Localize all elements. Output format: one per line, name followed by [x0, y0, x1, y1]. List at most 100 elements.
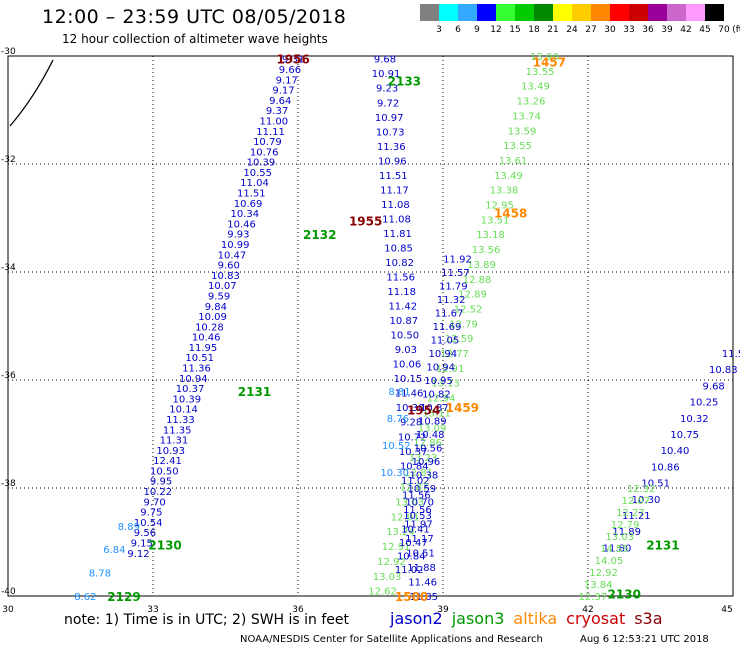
wave-height-label: 10.86	[651, 462, 680, 473]
wave-height-label: 11.36	[182, 364, 211, 375]
map-subtitle: 12 hour collection of altimeter wave hei…	[62, 32, 328, 46]
wave-height-label: 9.31	[282, 55, 304, 66]
satellite-legend: jason2 jason3 altika cryosat s3a	[390, 609, 672, 628]
wave-height-label: 9.93	[227, 230, 249, 241]
wave-height-label: 10.15	[394, 374, 423, 385]
wave-height-label: 9.56	[134, 528, 156, 539]
wave-height-label: 11.81	[383, 229, 412, 240]
legend-swatch	[610, 4, 629, 21]
wave-height-label: 10.72	[398, 432, 427, 443]
satellite-name: jason3	[451, 609, 505, 628]
wave-height-label: 12.94	[427, 394, 456, 405]
legend-swatch	[534, 4, 553, 21]
wave-height-label: 11.80	[603, 543, 632, 554]
legend-swatch	[553, 4, 572, 21]
wave-height-label: 10.51	[641, 479, 670, 490]
wave-height-label: 13.23	[409, 453, 438, 464]
wave-height-label: 10.96	[378, 156, 407, 167]
wave-height-label: 10.91	[372, 69, 401, 80]
legend-swatch-label: 12	[490, 25, 502, 35]
wave-height-label: 10.82	[422, 390, 451, 401]
legend-swatch-label: 15	[509, 25, 521, 35]
wave-height-label: 13.90	[530, 52, 559, 63]
y-tick-label: -32	[1, 155, 16, 165]
wave-height-label: 12.92	[589, 568, 618, 579]
pass-number-label: 2130	[148, 539, 181, 553]
wave-height-label: 11.89	[612, 527, 641, 538]
x-tick-label: 36	[292, 605, 304, 615]
wave-height-label: 10.52	[382, 441, 411, 452]
wave-height-label: 14.05	[595, 556, 624, 567]
wave-height-label: 13.49	[521, 82, 550, 93]
wave-height-label: 11.35	[163, 425, 192, 436]
wave-height-label: 10.84	[400, 461, 429, 472]
wave-height-label: 12.91	[391, 512, 420, 523]
wave-height-label: 10.69	[234, 199, 263, 210]
wave-height-label: 10.39	[247, 158, 276, 169]
wave-height-label: 13.55	[526, 67, 555, 78]
x-tick-label: 30	[2, 605, 14, 615]
legend-swatch	[515, 4, 534, 21]
wave-height-label: 9.60	[218, 261, 240, 272]
wave-height-label: 10.83	[211, 271, 240, 282]
wave-height-label: 10.34	[231, 209, 260, 220]
pass-number-label: 1458	[494, 207, 527, 221]
wave-height-label: 9.75	[140, 508, 162, 519]
wave-height-label: 11.51	[237, 189, 266, 200]
wave-height-label: 10.56	[414, 444, 443, 455]
wave-height-label: 13.74	[512, 111, 541, 122]
wave-height-label: 10.96	[412, 457, 441, 468]
wave-height-label: 9.70	[143, 497, 165, 508]
wave-height-label: 10.32	[680, 414, 709, 425]
pass-number-label: 2131	[238, 385, 271, 399]
legend-swatch-label: 3	[436, 25, 442, 35]
wave-height-label: 10.40	[661, 446, 690, 457]
wave-height-label: 10.25	[690, 398, 719, 409]
wave-height-label: 11.02	[401, 476, 430, 487]
wave-height-label: 11.11	[256, 127, 285, 138]
wave-height-label: 10.53	[403, 511, 432, 522]
wave-height-label: 8.89	[118, 522, 140, 533]
y-tick-label: -38	[1, 479, 16, 489]
wave-height-label: 12.86	[413, 438, 442, 449]
legend-swatch	[496, 4, 515, 21]
wave-height-label: 10.89	[418, 417, 447, 428]
legend-swatch	[572, 4, 591, 21]
wave-height-label: 11.18	[387, 287, 416, 298]
wave-height-label: 12.87	[400, 483, 429, 494]
pass-number-label: 2132	[303, 228, 336, 242]
wave-height-label: 13.59	[508, 126, 537, 137]
wave-height-label: 10.07	[208, 281, 237, 292]
wave-height-label: 10.47	[399, 538, 428, 549]
y-tick-label: -40	[1, 587, 16, 597]
satellite-name: cryosat	[566, 609, 626, 628]
wave-height-label: 9.95	[150, 477, 172, 488]
wave-height-label: 13.11	[422, 408, 451, 419]
wave-height-label: 11.97	[404, 519, 433, 530]
wave-height-label: 10.51	[406, 548, 435, 559]
wave-height-label: 6.84	[103, 545, 125, 556]
legend-swatch-label: 9	[474, 25, 480, 35]
wave-height-label: 13.03	[395, 498, 424, 509]
wave-height-label: 9.37	[266, 106, 288, 117]
wave-height-label: 10.06	[393, 360, 422, 371]
wave-height-label: 12.62	[368, 587, 397, 598]
wave-height-label: 11.31	[160, 436, 189, 447]
wave-height-label: 10.37	[176, 384, 205, 395]
legend-swatch-label: 27	[585, 25, 597, 35]
wave-height-label: 10.46	[227, 219, 256, 230]
pass-number-label: 1457	[533, 55, 566, 69]
wave-height-label: 11.33	[166, 415, 195, 426]
wave-height-label: 8.81	[388, 387, 410, 398]
wave-height-label: 10.28	[195, 322, 224, 333]
pass-number-label: 2130	[608, 587, 641, 601]
wave-height-label: 11.85	[409, 592, 438, 603]
wave-height-label: 8.78	[89, 569, 111, 580]
map-frame	[7, 55, 734, 597]
wave-height-label: 13.55	[503, 141, 532, 152]
wave-height-label: 10.47	[218, 250, 247, 261]
wave-height-label: 11.5	[722, 349, 740, 360]
wave-height-label: 13.09	[418, 423, 447, 434]
wave-height-label: 9.03	[395, 345, 417, 356]
